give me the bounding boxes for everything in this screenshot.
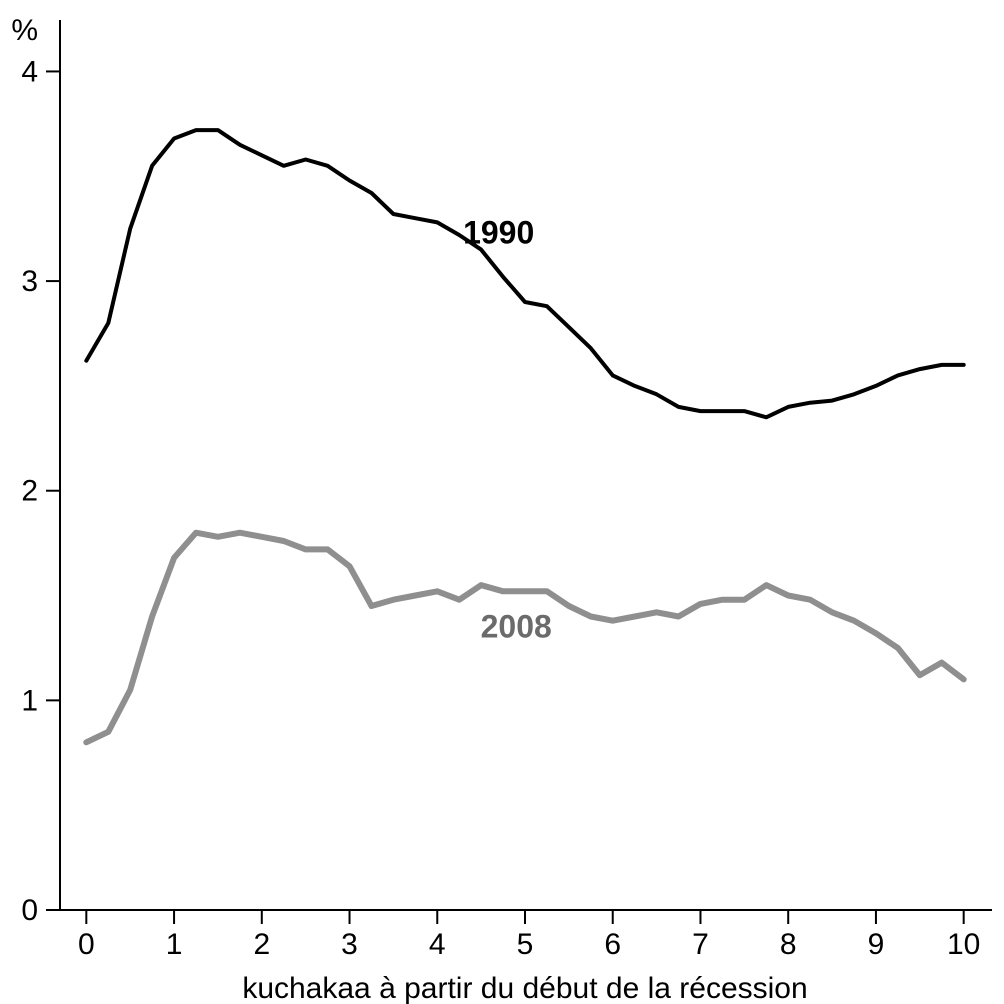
x-tick-label: 5 (517, 928, 534, 961)
series-label-2008: 2008 (481, 608, 552, 644)
y-tick-label: 1 (21, 684, 38, 717)
y-unit-label: % (11, 14, 38, 47)
y-tick-label: 3 (21, 265, 38, 298)
series-1990 (86, 130, 963, 417)
x-tick-label: 4 (429, 928, 446, 961)
y-tick-label: 4 (21, 55, 38, 88)
x-axis-title: kuchakaa à partir du début de la récessi… (242, 972, 807, 1004)
x-tick-label: 0 (78, 928, 95, 961)
x-tick-label: 1 (166, 928, 183, 961)
x-tick-label: 10 (947, 928, 980, 961)
x-tick-label: 7 (692, 928, 709, 961)
y-tick-label: 2 (21, 475, 38, 508)
y-tick-label: 0 (21, 894, 38, 927)
line-chart: 0 1 2 3 4% 0 1 2 3 4 5 6 7 8 9 10 kuchakaa à partir du d… (0, 0, 1004, 1004)
x-tick-label: 6 (604, 928, 621, 961)
x-tick-label: 2 (253, 928, 270, 961)
x-tick-label: 8 (780, 928, 797, 961)
x-tick-label: 3 (341, 928, 358, 961)
series-label-1990: 1990 (463, 214, 534, 250)
x-tick-label: 9 (868, 928, 885, 961)
